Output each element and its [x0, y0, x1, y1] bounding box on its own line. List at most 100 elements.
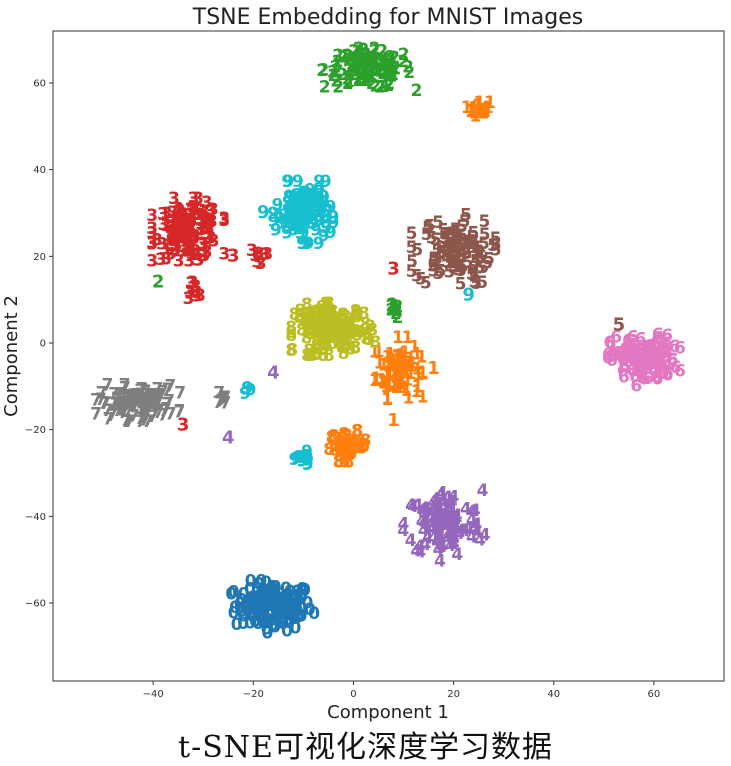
digit-point: 2 [366, 61, 378, 81]
digit-point: 5 [465, 234, 477, 254]
digit-point: 3 [184, 215, 196, 235]
digit-point: 6 [617, 349, 629, 369]
digit-point: 1 [386, 356, 398, 376]
digit-point: 4 [451, 509, 463, 529]
digit-point: 6 [631, 353, 643, 373]
digit-point: 5 [449, 236, 461, 256]
digit-point: 1 [412, 377, 424, 397]
digit-point: 3 [173, 252, 185, 272]
digit-point: 6 [652, 325, 664, 345]
digit-point: 8 [338, 317, 350, 337]
digit-point: 9 [273, 208, 285, 228]
digit-point: 5 [442, 231, 454, 251]
digit-point: 0 [272, 609, 284, 629]
digit-point: 5 [441, 253, 453, 273]
digit-point: 3 [196, 246, 208, 266]
digit-point: 5 [461, 244, 473, 264]
digit-point: 0 [265, 582, 277, 602]
digit-point: 1 [397, 358, 409, 378]
digit-point: 8 [339, 453, 351, 473]
digit-point: 8 [318, 314, 330, 334]
digit-point: 4 [462, 519, 474, 539]
digit-point: 8 [318, 307, 330, 327]
digit-point: 1 [393, 363, 405, 383]
digit-point: 8 [352, 421, 364, 441]
digit-point: 6 [644, 337, 656, 357]
digit-point: 9 [292, 219, 304, 239]
digit-point: 8 [312, 318, 324, 338]
digit-point: 0 [269, 592, 281, 612]
digit-point: 8 [301, 316, 313, 336]
digit-point: 1 [400, 364, 412, 384]
digit-point: 9 [284, 216, 296, 236]
digit-point: 8 [343, 446, 355, 466]
digit-point: 3 [174, 201, 186, 221]
digit-point: 6 [631, 354, 643, 374]
digit-point: 6 [674, 362, 686, 382]
digit-point: 7 [141, 389, 153, 409]
digit-point: 8 [323, 302, 335, 322]
digit-point: 1 [466, 101, 478, 121]
digit-point: 2 [383, 66, 395, 86]
digit-point: 8 [338, 425, 350, 445]
digit-point: 0 [256, 605, 268, 625]
digit-point: 6 [618, 368, 630, 388]
digit-point: 6 [661, 334, 673, 354]
digit-point: 9 [327, 213, 339, 233]
digit-point: 4 [453, 524, 465, 544]
digit-point: 2 [366, 50, 378, 70]
digit-point: 1 [383, 375, 395, 395]
digit-point: 5 [467, 233, 479, 253]
digit-point: 1 [378, 355, 390, 375]
digit-point: 9 [301, 191, 313, 211]
digit-point: 0 [284, 606, 296, 626]
digit-point: 8 [360, 431, 372, 451]
digit-point: 7 [127, 386, 139, 406]
digit-point: 7 [140, 394, 152, 414]
digit-point: 5 [476, 273, 488, 293]
digit-point: 8 [311, 339, 323, 359]
digit-point: 1 [381, 363, 393, 383]
digit-point: 4 [448, 529, 460, 549]
digit-point: 9 [313, 189, 325, 209]
digit-point: 8 [343, 331, 355, 351]
digit-point: 8 [323, 325, 335, 345]
digit-point: 1 [411, 344, 423, 364]
digit-point: 9 [308, 214, 320, 234]
digit-point: 4 [425, 510, 437, 530]
digit-point: 9 [286, 205, 298, 225]
digit-point: 2 [373, 60, 385, 80]
digit-outlier-point: 3 [387, 258, 400, 279]
digit-point: 7 [111, 389, 123, 409]
digit-point: 6 [646, 351, 658, 371]
digit-point: 9 [316, 198, 328, 218]
digit-point: 6 [650, 352, 662, 372]
digit-point: 4 [428, 493, 440, 513]
digit-point: 4 [448, 528, 460, 548]
digit-point: 6 [654, 345, 666, 365]
digit-point: 1 [400, 351, 412, 371]
digit-point: 2 [359, 59, 371, 79]
digit-point: 9 [295, 194, 307, 214]
digit-point: 1 [398, 378, 410, 398]
digit-point: 9 [310, 200, 322, 220]
digit-point: 9 [294, 207, 306, 227]
digit-point: 1 [393, 372, 405, 392]
digit-point: 0 [244, 579, 256, 599]
digit-point: 8 [301, 346, 313, 366]
digit-point: 5 [456, 226, 468, 246]
digit-point: 9 [281, 223, 293, 243]
digit-point: 0 [295, 598, 307, 618]
digit-point: 6 [645, 338, 657, 358]
digit-point: 7 [215, 391, 227, 411]
digit-point: 7 [118, 403, 130, 423]
digit-point: 8 [326, 314, 338, 334]
digit-point: 8 [329, 310, 341, 330]
digit-point: 5 [453, 257, 465, 277]
digit-point: 3 [166, 228, 178, 248]
digit-point: 1 [473, 102, 485, 122]
digit-point: 9 [283, 217, 295, 237]
digit-point: 3 [196, 234, 208, 254]
digit-point: 2 [370, 77, 382, 97]
digit-point: 9 [290, 211, 302, 231]
